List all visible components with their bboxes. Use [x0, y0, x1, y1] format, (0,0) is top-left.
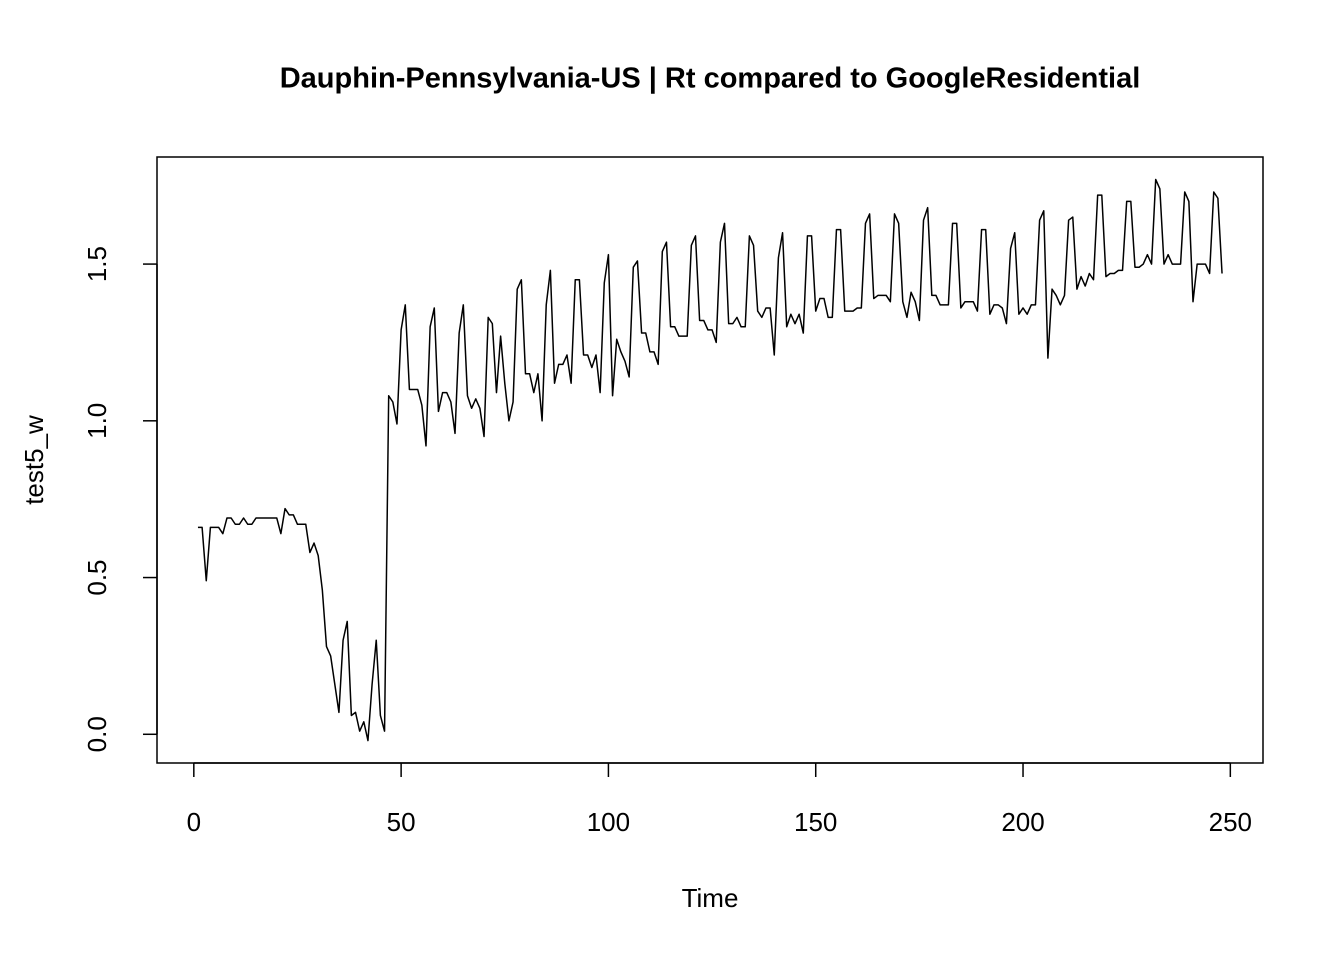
chart-title: Dauphin-Pennsylvania-US | Rt compared to… — [280, 63, 1141, 95]
x-tick-label: 0 — [187, 807, 201, 837]
y-tick-label: 0.5 — [82, 559, 112, 595]
series-line — [197, 178, 1223, 742]
y-axis-label: test5_w — [19, 415, 49, 505]
y-tick-label: 0.0 — [82, 716, 112, 752]
x-tick-label: 50 — [387, 807, 416, 837]
x-tick-label: 100 — [587, 807, 630, 837]
y-tick-label: 1.0 — [82, 403, 112, 439]
x-tick-label: 150 — [794, 807, 837, 837]
x-tick-label: 200 — [1001, 807, 1044, 837]
x-tick-label: 250 — [1209, 807, 1252, 837]
y-tick-label: 1.5 — [82, 246, 112, 282]
plot-frame — [156, 156, 1264, 764]
x-axis-label: Time — [682, 883, 739, 913]
